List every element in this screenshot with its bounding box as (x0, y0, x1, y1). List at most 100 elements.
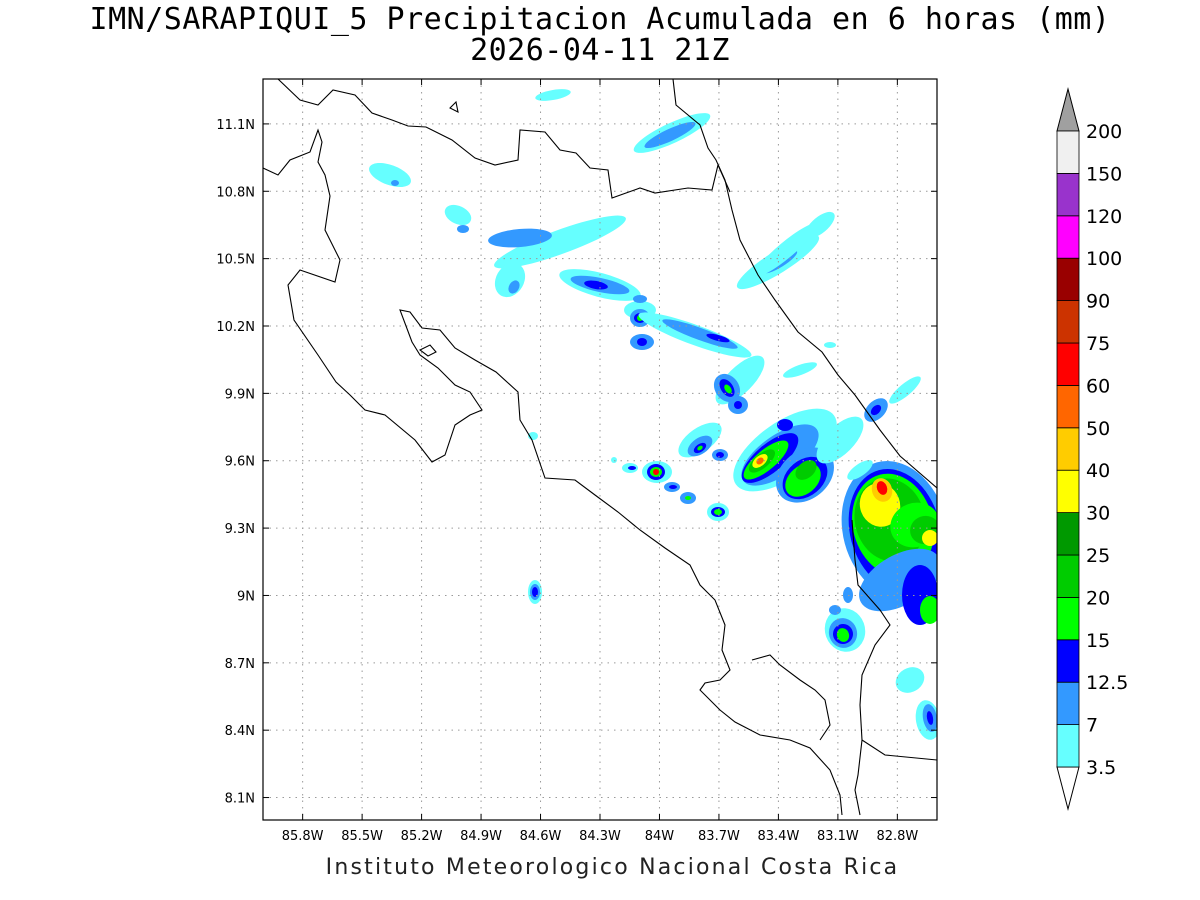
precip-cell (876, 481, 888, 495)
precip-cell (669, 485, 677, 489)
colorbar-level-label: 12.5 (1086, 672, 1128, 694)
colorbar-level-label: 20 (1086, 587, 1110, 609)
colorbar-swatch (1056, 427, 1080, 471)
precip-cell (734, 401, 742, 409)
lat-tick-label: 8.1N (225, 792, 255, 807)
precip-cell (895, 667, 925, 693)
lon-tick-label: 84W (645, 829, 675, 844)
precip-cell (829, 605, 841, 615)
longitude-axis: 85.8W 85.5W 85.2W 84.9W 84.6W 84.3W 84W 83.7W 83… (282, 79, 918, 844)
colorbar-swatch (1056, 597, 1080, 641)
lat-tick-label: 10.2N (216, 320, 255, 335)
precip-cell (653, 469, 659, 475)
nicaragua-border-north (277, 79, 731, 199)
colorbar-level-label: 30 (1086, 503, 1110, 525)
precip-cell (508, 280, 520, 294)
lat-tick-label: 8.7N (225, 657, 255, 672)
colorbar-swatch (1056, 215, 1080, 259)
colorbar-level-label: 3.5 (1086, 757, 1116, 779)
colorbar-level-label: 150 (1086, 163, 1122, 185)
precip-cell (756, 457, 764, 465)
colorbar-swatch (1056, 384, 1080, 429)
colorbar-min-arrow (1056, 766, 1080, 811)
latitude-axis: 8.1N 8.4N 8.7N 9N 9.3N 9.6N 9.9N 10.2N 10.5N 10.8… (216, 118, 937, 807)
colorbar-swatch (1056, 172, 1080, 217)
colorbar-swatch (1056, 342, 1080, 386)
chart-datetime: 2026-04-11 21Z (470, 33, 730, 68)
precip-cell (754, 223, 818, 277)
precip-cell (662, 319, 738, 349)
lat-lon-grid (263, 79, 937, 820)
colorbar-legend: 3.5 7 12.5 15 20 25 30 40 50 60 75 90 100 120 150 200 (1056, 87, 1128, 811)
lon-tick-label: 85.5W (341, 829, 383, 844)
precip-cell (926, 711, 934, 725)
precip-cell (532, 587, 538, 597)
lon-tick-label: 84.9W (460, 829, 502, 844)
lat-tick-label: 11.1N (216, 118, 255, 133)
colorbar-level-label: 75 (1086, 333, 1110, 355)
colorbar-swatch (1056, 130, 1080, 174)
precip-cell (714, 509, 722, 515)
colorbar-swatch (1056, 681, 1080, 726)
colorbar-level-label: 120 (1086, 206, 1122, 228)
colorbar-swatch (1056, 639, 1080, 683)
colorbar-swatch (1056, 469, 1080, 514)
precip-cell (816, 416, 864, 464)
colorbar-level-label: 60 (1086, 375, 1110, 397)
lon-tick-label: 83.7W (698, 829, 740, 844)
lon-tick-label: 85.8W (282, 829, 324, 844)
panama-border (851, 519, 891, 816)
colorbar-level-label: 25 (1086, 545, 1110, 567)
precip-cell (494, 215, 626, 269)
lat-tick-label: 9.3N (225, 522, 255, 537)
precip-cell (706, 333, 730, 343)
footer-credit: Instituto Meteorologico Nacional Costa R… (325, 855, 900, 880)
colorbar-level-label: 15 (1086, 630, 1110, 652)
precip-cell (716, 452, 724, 458)
precip-cell (824, 342, 836, 348)
small-island (449, 100, 459, 113)
lat-tick-label: 10.8N (216, 185, 255, 200)
precip-cell (637, 338, 647, 346)
precip-cell (488, 228, 552, 248)
colorbar-level-label: 50 (1086, 418, 1110, 440)
lon-tick-label: 82.8W (876, 829, 918, 844)
colorbar-level-label: 100 (1086, 248, 1122, 270)
precip-cell (889, 376, 921, 404)
colorbar-max-arrow (1056, 87, 1080, 132)
precip-cell (795, 460, 817, 480)
precip-cell (628, 466, 636, 470)
colorbar-swatch (1056, 512, 1080, 556)
precip-cell (805, 211, 835, 239)
precip-cell (584, 280, 608, 290)
precip-cell (633, 295, 647, 303)
colorbar-level-label: 7 (1086, 715, 1098, 737)
precip-cell (724, 384, 732, 394)
lat-tick-label: 10.5N (216, 253, 255, 268)
pacific-coast-north (263, 128, 843, 816)
precip-cell (870, 404, 882, 416)
precip-cell (685, 496, 691, 500)
colorbar-swatch (1056, 257, 1080, 302)
colorbar-level-label: 90 (1086, 291, 1110, 313)
precip-cell (697, 445, 703, 451)
colorbar-swatch (1056, 554, 1080, 598)
colorbar-level-label: 40 (1086, 460, 1110, 482)
osa-peninsula (751, 654, 831, 741)
lon-tick-label: 85.2W (401, 829, 443, 844)
colorbar-swatch (1056, 724, 1080, 768)
lat-tick-label: 9.6N (225, 455, 255, 470)
precip-cell (369, 162, 411, 188)
precip-cell (391, 180, 399, 186)
precip-cell (782, 362, 818, 378)
lon-tick-label: 83.1W (817, 829, 859, 844)
coastline-borders (263, 79, 937, 816)
precip-cell (457, 225, 469, 233)
precip-cell (644, 121, 696, 149)
precip-cell (836, 628, 850, 642)
precip-cell (920, 596, 937, 624)
chart-title: IMN/SARAPIQUI_5 Precipitacion Acumulada … (89, 2, 1111, 37)
lon-tick-label: 84.3W (579, 829, 621, 844)
lake-island (418, 344, 437, 357)
